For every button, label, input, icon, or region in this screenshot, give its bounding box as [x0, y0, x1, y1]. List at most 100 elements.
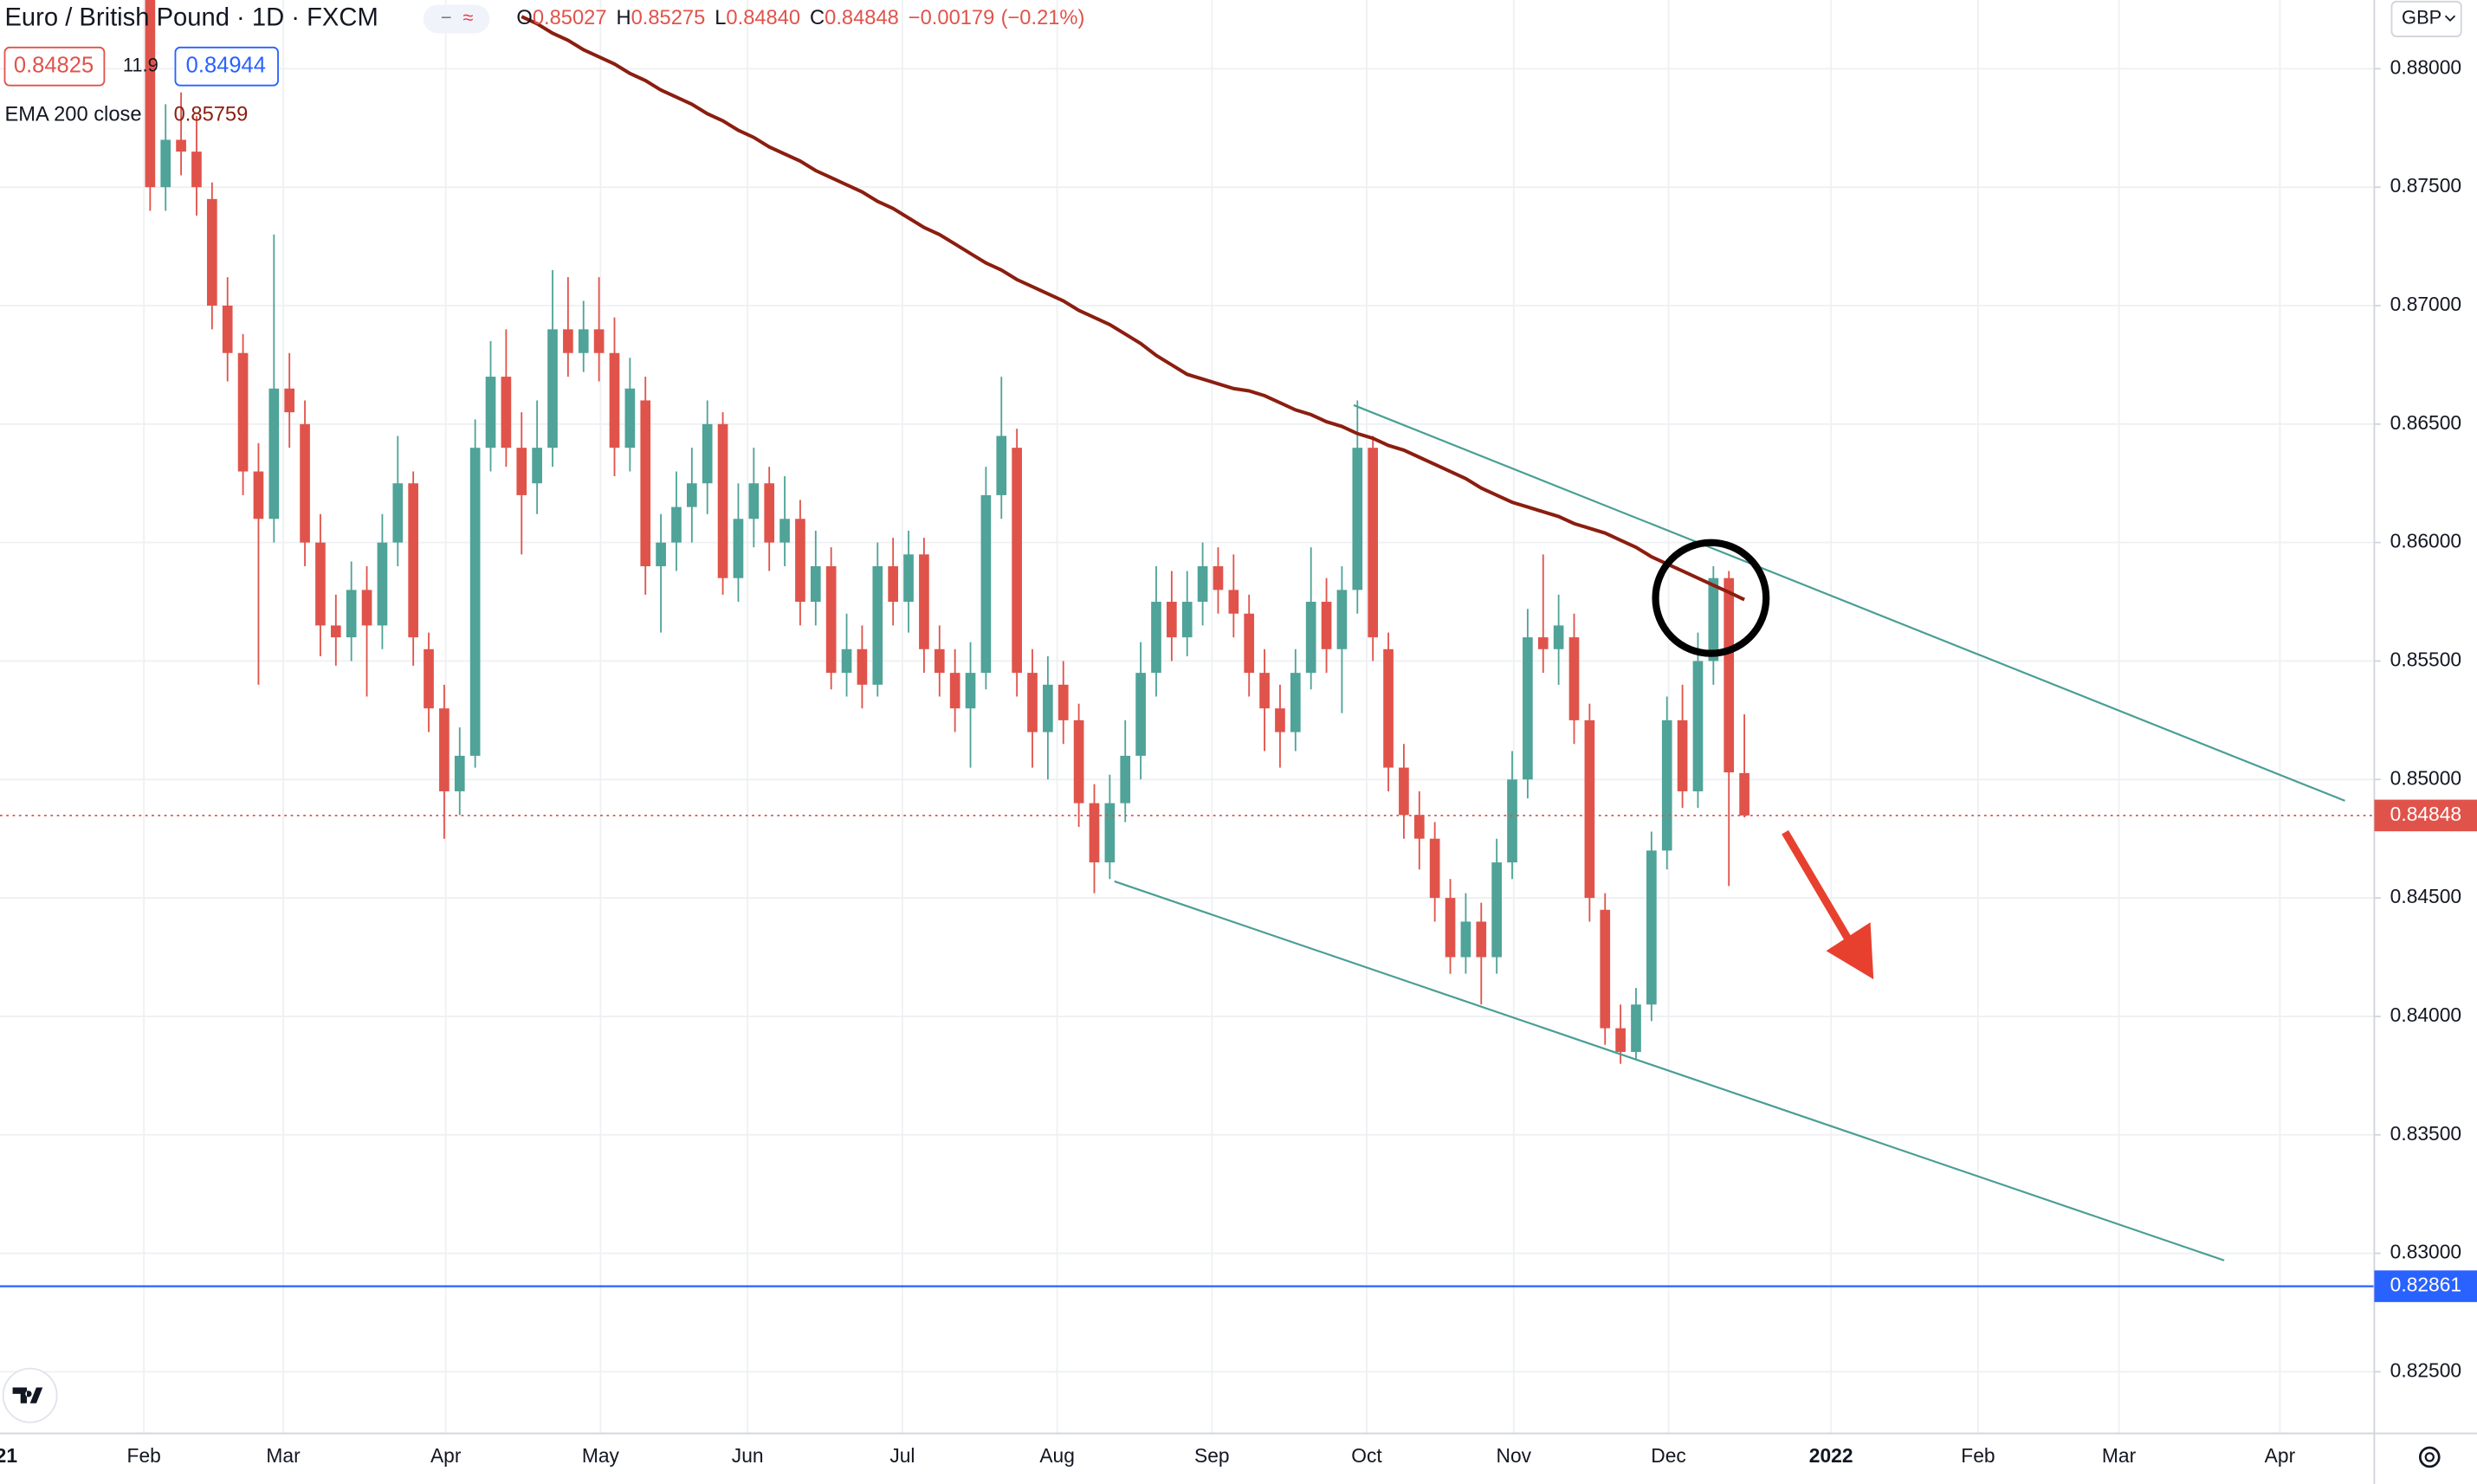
x-tick-label: Apr: [430, 1444, 462, 1467]
ema-line: [521, 15, 1745, 602]
candle-body: [377, 542, 388, 626]
x-tick-label: Dec: [1651, 1444, 1686, 1467]
x-tick-label: Nov: [1497, 1444, 1532, 1467]
candle-body: [330, 625, 341, 638]
y-tick-label: 0.84500: [2390, 885, 2461, 907]
ask-box[interactable]: 0.84944: [174, 46, 279, 87]
candle-body: [1677, 719, 1688, 791]
candle-body: [392, 483, 404, 543]
candle-body: [563, 329, 573, 353]
candle-body: [1135, 673, 1146, 756]
currency-button[interactable]: GBP: [2390, 0, 2462, 37]
candle-body: [1708, 577, 1719, 661]
bid-box[interactable]: 0.84825: [3, 46, 106, 87]
candle-body: [1368, 448, 1379, 638]
indicator-value: 0.85759: [174, 104, 249, 126]
candle-body: [1615, 1028, 1626, 1052]
y-tick-label: 0.87500: [2390, 174, 2461, 197]
svg-text:−: −: [441, 7, 452, 29]
candle-body: [624, 388, 636, 448]
quote-value: 0.85275: [631, 7, 706, 29]
axes: 0.82500 0.83000 0.83500 0.84000 0.84500 0.850…: [0, 55, 2477, 1467]
candle-body: [1244, 613, 1255, 674]
candle-body: [1120, 755, 1131, 803]
candle-body: [1167, 602, 1177, 638]
candle-body: [284, 388, 295, 413]
ohlc-quote: O0.85027 H0.85275 L0.84840 C0.84848 −0.00179…: [516, 7, 1084, 29]
candle-body: [980, 494, 992, 674]
change: −0.00179: [909, 7, 995, 29]
tv-logo: [2, 1367, 58, 1423]
candle-body: [810, 566, 821, 603]
candle-body: [1073, 719, 1084, 803]
grid: [0, 0, 2375, 1434]
x-tick-label: 2022: [1809, 1444, 1853, 1467]
candle-body: [1429, 838, 1440, 899]
x-tick-label: May: [582, 1444, 620, 1467]
candle-body: [1661, 719, 1672, 851]
symbol-title: Euro / British Pound · 1D · FXCM: [4, 4, 378, 32]
candle-body: [609, 352, 620, 448]
candle-body: [872, 566, 883, 685]
candle-body: [857, 648, 868, 685]
horizontal-line-box: [2374, 1270, 2477, 1302]
candle-body: [1692, 661, 1704, 791]
candle-body: [1523, 637, 1533, 780]
candle-body: [439, 708, 449, 791]
candle-body: [237, 352, 249, 472]
candle-body: [1507, 779, 1517, 863]
candle-body: [795, 519, 805, 603]
candle-body: [825, 566, 837, 674]
candle-body: [1646, 850, 1657, 1005]
candle-body: [1724, 577, 1735, 773]
candle-body: [315, 542, 326, 626]
x-tick-label: Jul: [889, 1444, 915, 1467]
plot-area: [0, 0, 2375, 1287]
quote-key: C: [810, 7, 825, 29]
candle-body: [1228, 590, 1239, 614]
x-tick-label: 2021: [0, 1444, 17, 1467]
candle-body: [934, 648, 945, 674]
header-icons[interactable]: − ≈: [423, 4, 490, 34]
quote-key: H: [616, 7, 631, 29]
candle-body: [671, 506, 682, 543]
candle-body: [903, 554, 914, 603]
candle-body: [1057, 684, 1069, 720]
candle-body: [1151, 602, 1161, 674]
candle-body: [919, 554, 929, 649]
x-tick-label: Mar: [2102, 1444, 2137, 1467]
candle-body: [1553, 625, 1564, 649]
candle-body: [1352, 448, 1363, 590]
candle-body: [1537, 637, 1549, 649]
quote-value: 0.85027: [533, 7, 607, 29]
candle-body: [516, 448, 527, 495]
y-tick-label: 0.83500: [2390, 1122, 2461, 1145]
y-tick-label: 0.86000: [2390, 530, 2461, 552]
settings-button[interactable]: [2418, 1446, 2441, 1468]
indicator-name: EMA 200 close: [4, 104, 141, 126]
candle-body: [145, 0, 156, 188]
candle-body: [1445, 898, 1456, 958]
x-tick-label: Sep: [1194, 1444, 1230, 1467]
bid: 0.84825: [14, 53, 94, 77]
candle-body: [361, 590, 372, 626]
x-tick-label: Aug: [1039, 1444, 1075, 1467]
candle-body: [1631, 1004, 1641, 1052]
candle-body: [222, 305, 233, 353]
candle-body: [206, 198, 217, 306]
candle-body: [547, 329, 558, 448]
candle-body: [501, 377, 512, 448]
y-tick-label: 0.86500: [2390, 411, 2461, 434]
candle-body: [1321, 602, 1332, 649]
candle-body: [485, 377, 496, 448]
candle-body: [253, 471, 264, 519]
candle-body: [1089, 803, 1100, 863]
highlight-circle: [1652, 539, 1770, 657]
y-tick-label: 0.85000: [2390, 766, 2461, 789]
candle-body: [1043, 684, 1053, 732]
candle-body: [1259, 673, 1270, 709]
candle-body: [1600, 909, 1611, 1029]
y-tick-label: 0.85500: [2390, 648, 2461, 670]
